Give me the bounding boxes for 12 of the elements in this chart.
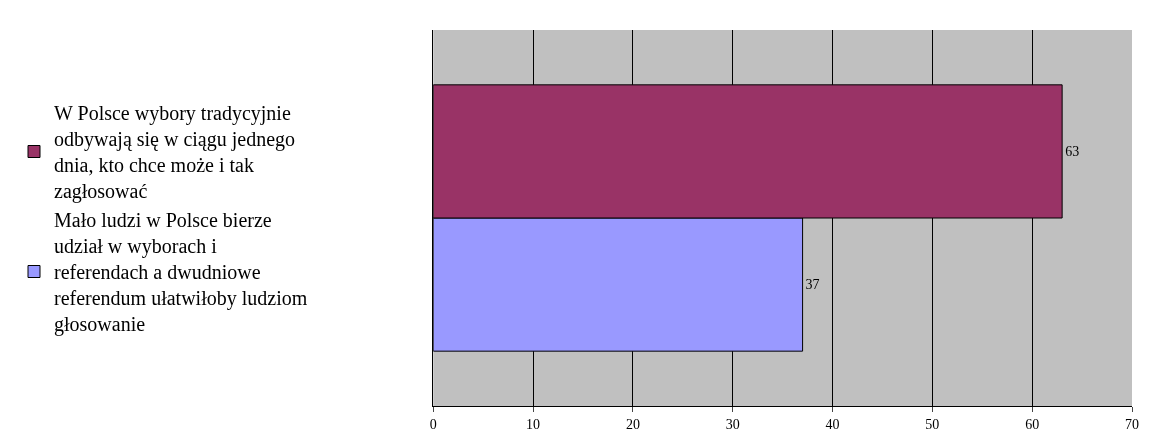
x-tick-label: 40 bbox=[825, 416, 840, 432]
x-tick-label: 10 bbox=[526, 416, 541, 432]
data-label: 37 bbox=[805, 277, 820, 293]
x-tick-label: 70 bbox=[1125, 416, 1139, 432]
data-label: 63 bbox=[1065, 143, 1080, 159]
x-tick-label: 20 bbox=[625, 416, 640, 432]
x-tick-label: 50 bbox=[925, 416, 940, 432]
x-tick-label: 60 bbox=[1025, 416, 1040, 432]
legend-label: W Polsce wybory tradycyjnie odbywają się w ciągu jednego dnia, kto chce może i tak zagłosować bbox=[54, 102, 296, 204]
x-tick-label: 0 bbox=[429, 416, 437, 432]
legend-label: Mało ludzi w Polsce bierze udział w wyborach i referendach a dwudniowe referendum ułatwiłoby ludziom głosowanie bbox=[54, 209, 308, 337]
x-tick-label: 30 bbox=[725, 416, 740, 432]
